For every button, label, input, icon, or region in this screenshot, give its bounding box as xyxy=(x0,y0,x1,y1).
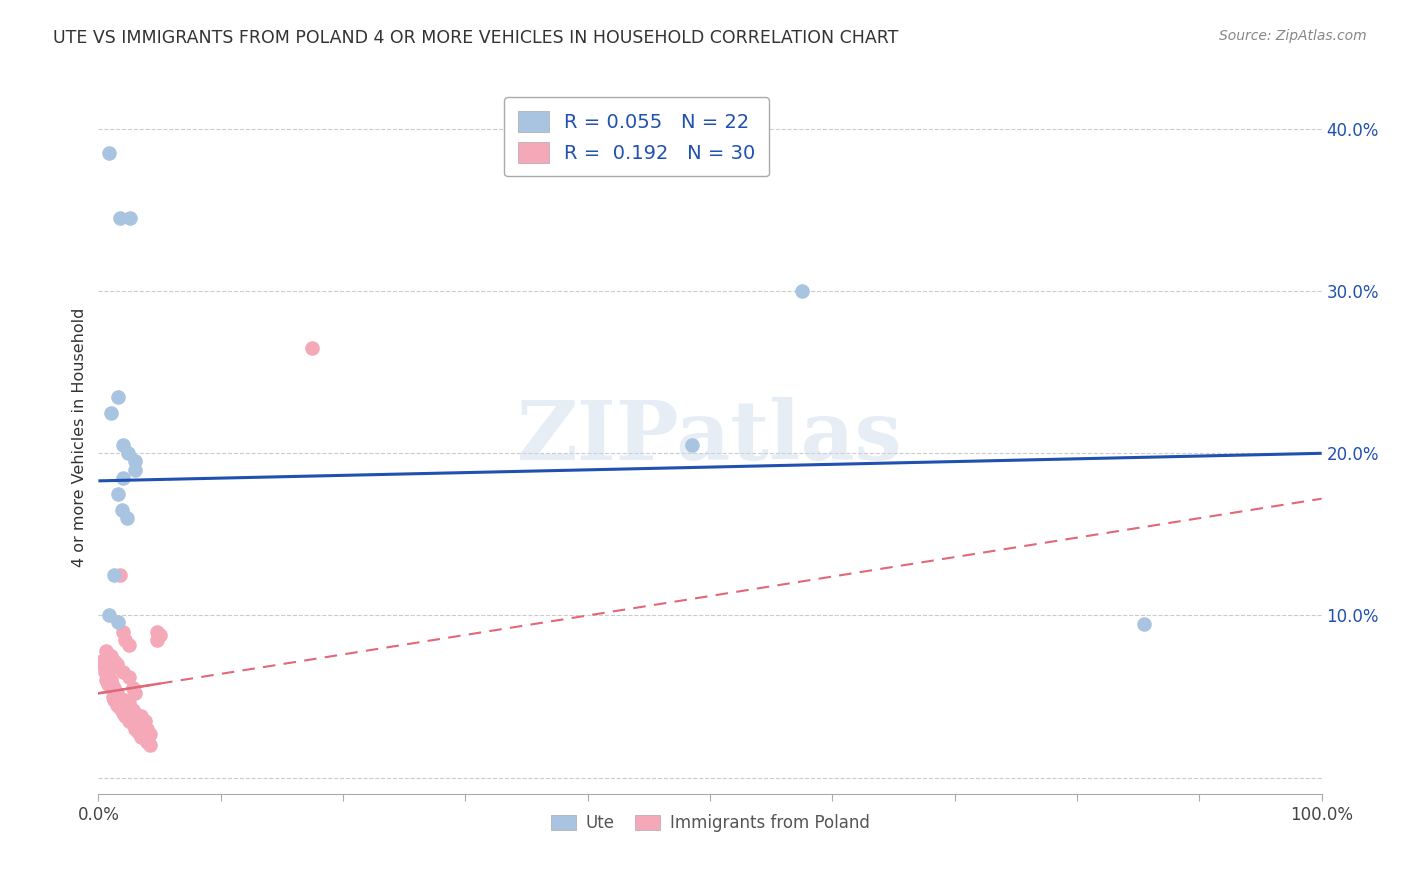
Point xyxy=(103,693,125,707)
Point xyxy=(94,644,117,658)
Point xyxy=(111,438,134,452)
Point xyxy=(110,211,132,226)
Point xyxy=(127,725,149,739)
Point xyxy=(93,665,115,680)
Point xyxy=(111,665,134,680)
Point xyxy=(111,624,134,639)
Legend: Ute, Immigrants from Poland: Ute, Immigrants from Poland xyxy=(544,808,876,839)
Point xyxy=(111,470,134,484)
Point xyxy=(118,696,141,710)
Point xyxy=(91,657,114,672)
Point xyxy=(146,624,169,639)
Point xyxy=(110,701,132,715)
Text: Source: ZipAtlas.com: Source: ZipAtlas.com xyxy=(1219,29,1367,43)
Point xyxy=(115,511,138,525)
Point xyxy=(118,714,141,728)
Point xyxy=(681,438,703,452)
Point xyxy=(103,654,125,668)
Point xyxy=(93,660,115,674)
Point xyxy=(124,462,146,476)
Point xyxy=(105,657,128,672)
Point xyxy=(121,681,143,696)
Point xyxy=(129,709,152,723)
Point xyxy=(301,341,323,355)
Point xyxy=(124,722,146,736)
Point xyxy=(134,714,156,728)
Point xyxy=(107,615,129,629)
Point xyxy=(100,406,122,420)
Point xyxy=(117,446,139,460)
Point xyxy=(105,686,128,700)
Point xyxy=(91,654,114,668)
Point xyxy=(121,702,143,716)
Point xyxy=(121,717,143,731)
Point xyxy=(118,638,141,652)
Point xyxy=(103,681,125,696)
Point xyxy=(111,706,134,720)
Point xyxy=(110,568,132,582)
Point xyxy=(111,503,134,517)
Text: ZIPatlas: ZIPatlas xyxy=(517,397,903,477)
Point xyxy=(120,211,142,226)
Point xyxy=(107,487,129,501)
Point xyxy=(105,660,128,674)
Point xyxy=(124,706,146,720)
Point xyxy=(1133,616,1156,631)
Text: UTE VS IMMIGRANTS FROM POLAND 4 OR MORE VEHICLES IN HOUSEHOLD CORRELATION CHART: UTE VS IMMIGRANTS FROM POLAND 4 OR MORE … xyxy=(53,29,898,46)
Point xyxy=(136,735,159,749)
Point xyxy=(97,670,120,684)
Point xyxy=(118,670,141,684)
Point xyxy=(105,698,128,712)
Point xyxy=(94,673,117,688)
Point xyxy=(98,608,121,623)
Point xyxy=(97,676,120,690)
Point xyxy=(149,628,172,642)
Point xyxy=(100,673,122,688)
Point xyxy=(101,676,124,690)
Point xyxy=(114,632,136,647)
Point xyxy=(103,568,125,582)
Point xyxy=(114,693,136,707)
Point xyxy=(107,390,129,404)
Point xyxy=(124,686,146,700)
Point xyxy=(101,690,124,704)
Point xyxy=(98,146,121,161)
Point xyxy=(124,454,146,468)
Point xyxy=(100,681,122,696)
Point xyxy=(146,632,169,647)
Point xyxy=(96,665,118,680)
Point xyxy=(129,730,152,744)
Point xyxy=(790,284,813,298)
Point xyxy=(139,727,162,741)
Point xyxy=(136,722,159,736)
Point xyxy=(114,709,136,723)
Point xyxy=(139,738,162,752)
Y-axis label: 4 or more Vehicles in Household: 4 or more Vehicles in Household xyxy=(72,308,87,566)
Point xyxy=(100,648,122,663)
